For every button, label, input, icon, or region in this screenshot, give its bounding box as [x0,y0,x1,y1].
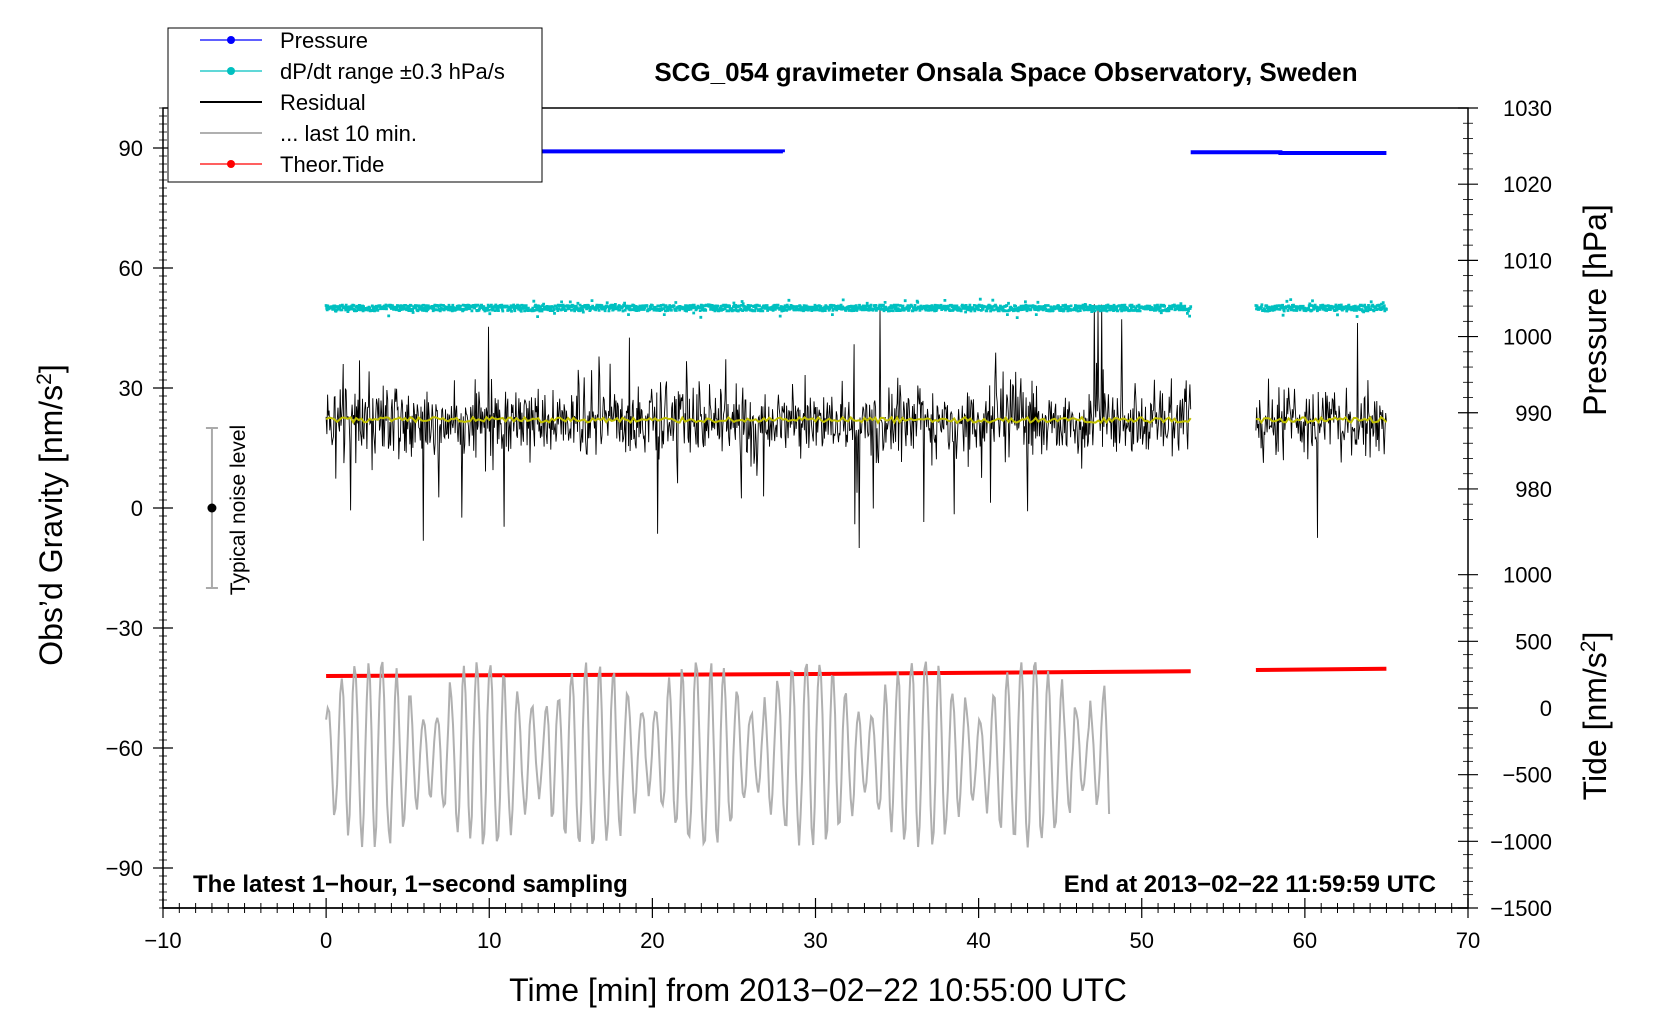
y-pressure-tick-label: 980 [1515,477,1552,502]
legend: Pressure dP/dt range ±0.3 hPa/s Residual..… [167,27,543,183]
legend-entry-label: ... last 10 min. [280,121,417,146]
x-tick-label: 40 [966,928,990,953]
y-tide-tick-label: 500 [1515,629,1552,654]
legend-swatch-marker [227,36,235,44]
residual-line-1 [325,304,1192,549]
legend-swatch-marker [227,160,235,168]
residual-line-2 [1255,322,1387,538]
annotation-bottom-left: The latest 1−hour, 1−second sampling [193,871,628,898]
legend-entry-label: Residual [280,90,366,115]
y-pressure-tick-label: 1020 [1503,172,1552,197]
y-tide-tick-label: −1000 [1490,829,1552,854]
y-pressure-tick-label: 1010 [1503,248,1552,273]
pressure-line-2 [1190,150,1387,155]
x-tick-label: −10 [144,928,181,953]
noise-bar-center-dot [207,503,217,513]
dpdt-points-1 [324,297,1193,319]
y-tide-tick-label: 0 [1540,696,1552,721]
x-tick-label: 30 [803,928,827,953]
x-tick-label: 50 [1130,928,1154,953]
plot-data [324,147,1388,848]
dpdt-points-2 [1254,298,1388,318]
y-pressure-tick-label: 990 [1515,401,1552,426]
y-left-tick-label: 0 [131,496,143,521]
legend-entry-label: dP/dt range ±0.3 hPa/s [280,59,505,84]
legend-swatch-marker [227,67,235,75]
y-left-tick-label: −90 [106,856,143,881]
x-tick-label: 60 [1293,928,1317,953]
y-tide-tick-label: −1500 [1490,896,1552,921]
chart-title: SCG_054 gravimeter Onsala Space Observat… [654,57,1357,87]
annotation-bottom-right: End at 2013−02−22 11:59:59 UTC [1064,871,1436,898]
plot-axes: −10 0 10 20 30 40 50 60 709060300−30−60−90103010… [106,96,1552,953]
tide-line-1 [326,669,1191,678]
y-tide-tick-label: −500 [1502,763,1552,788]
residual-smoothed-line-2 [1255,415,1388,425]
y-axis-label-pressure: Pressure [hPa] [1577,204,1613,416]
y-left-tick-label: 60 [119,256,143,281]
residual-smoothed-line-1 [325,415,1192,425]
x-tick-label: 20 [640,928,664,953]
x-tick-label: 70 [1456,928,1480,953]
legend-box [167,27,543,183]
noise-level-label: Typical noise level [227,425,250,595]
tide-line-2 [1255,666,1387,672]
x-axis-label: Time [min] from 2013−02−22 10:55:00 UTC [509,972,1127,1008]
y-left-tick-label: −30 [106,616,143,641]
x-tick-label: 0 [320,928,332,953]
y-pressure-tick-label: 1030 [1503,96,1552,121]
noise-level-indicator [205,427,218,589]
y-left-tick-label: −60 [106,736,143,761]
y-pressure-tick-label: 1000 [1503,325,1552,350]
y-tide-tick-label: 1000 [1503,563,1552,588]
y-axis-label-tide: Tide [nm/s2] [1577,632,1614,801]
legend-entry-label: Theor.Tide [280,152,384,177]
x-tick-label: 10 [477,928,501,953]
y-left-tick-label: 30 [119,376,143,401]
last-10-min-line [325,661,1111,848]
legend-entry-label: Pressure [280,28,368,53]
y-axis-label-left: Obs’d Gravity [nm/s2] [33,364,70,666]
y-left-tick-label: 90 [119,136,143,161]
